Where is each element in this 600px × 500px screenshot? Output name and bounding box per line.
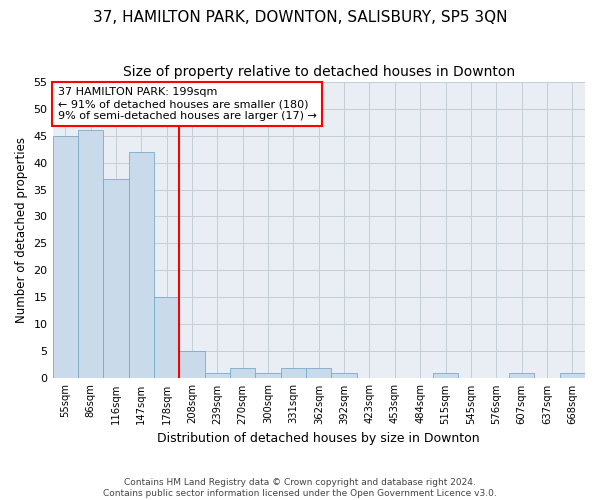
Bar — [53, 136, 78, 378]
Bar — [331, 373, 357, 378]
Bar — [281, 368, 306, 378]
Bar — [103, 178, 128, 378]
Bar — [128, 152, 154, 378]
Text: 37 HAMILTON PARK: 199sqm
← 91% of detached houses are smaller (180)
9% of semi-d: 37 HAMILTON PARK: 199sqm ← 91% of detach… — [58, 88, 317, 120]
Bar — [509, 373, 534, 378]
Bar — [560, 373, 585, 378]
Y-axis label: Number of detached properties: Number of detached properties — [15, 137, 28, 323]
Bar — [306, 368, 331, 378]
Bar — [256, 373, 281, 378]
X-axis label: Distribution of detached houses by size in Downton: Distribution of detached houses by size … — [157, 432, 480, 445]
Bar — [230, 368, 256, 378]
Text: 37, HAMILTON PARK, DOWNTON, SALISBURY, SP5 3QN: 37, HAMILTON PARK, DOWNTON, SALISBURY, S… — [93, 10, 507, 25]
Text: Contains HM Land Registry data © Crown copyright and database right 2024.
Contai: Contains HM Land Registry data © Crown c… — [103, 478, 497, 498]
Bar — [179, 352, 205, 378]
Bar — [433, 373, 458, 378]
Title: Size of property relative to detached houses in Downton: Size of property relative to detached ho… — [123, 65, 515, 79]
Bar — [154, 298, 179, 378]
Bar — [78, 130, 103, 378]
Bar — [205, 373, 230, 378]
